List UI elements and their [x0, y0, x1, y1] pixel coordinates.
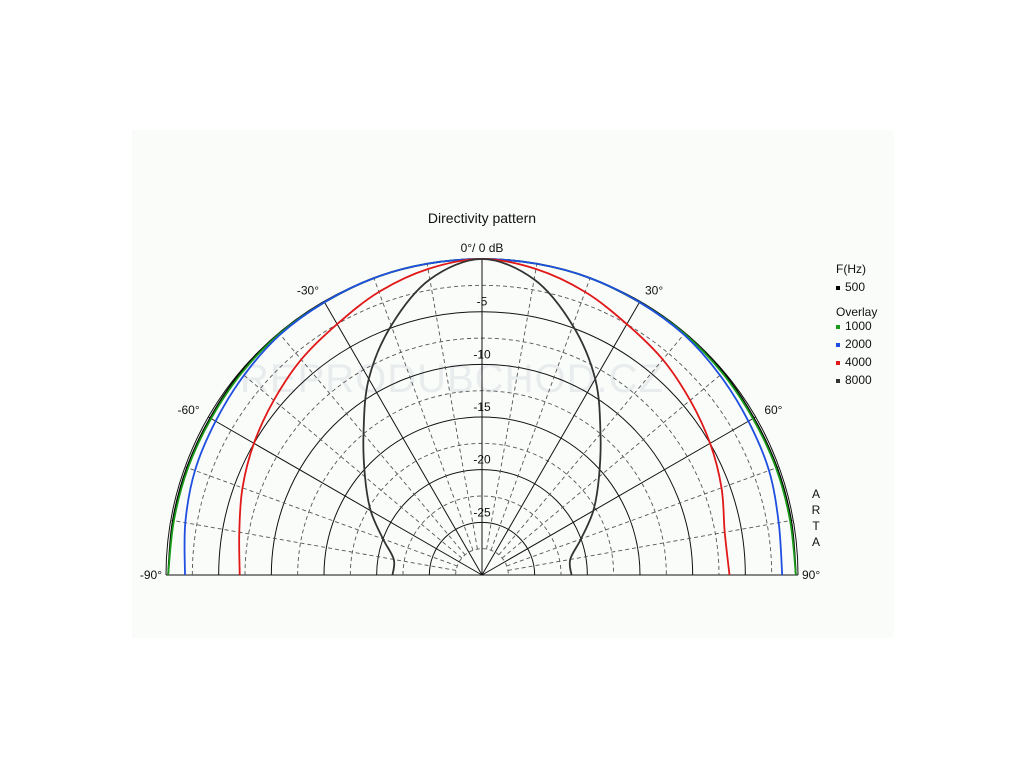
legend-item-500: 500	[845, 280, 865, 294]
side-letter-2: T	[812, 519, 820, 533]
legend-swatch-2000	[836, 343, 840, 347]
radial-tick-label: -15	[473, 400, 491, 414]
legend-header: F(Hz)	[836, 262, 866, 276]
radial-tick-label: -5	[477, 295, 488, 309]
chart-panel: REPRODUBCHOD.CZ -5 -10 -15 -20 -25 -90° -60° -3…	[132, 130, 894, 638]
angle-tick-label: 30°	[645, 284, 663, 298]
angle-tick-label: -90°	[140, 568, 162, 582]
side-label-arta: A R T A	[812, 487, 821, 549]
grid-spoke-dashed	[426, 263, 478, 550]
radial-tick-label: -10	[473, 347, 491, 361]
side-letter-0: A	[812, 487, 820, 501]
legend-overlay-items: 1000 2000 4000 8000	[836, 319, 872, 387]
side-letter-3: A	[812, 535, 820, 549]
grid-arc-dashed	[402, 495, 562, 576]
grid-spoke-dashed	[501, 371, 725, 559]
grid-spoke-dashed	[239, 371, 463, 559]
angle-tick-label: -30°	[297, 284, 319, 298]
grid-spoke-dashed	[498, 332, 686, 556]
grid-spoke	[481, 301, 641, 576]
side-letter-1: R	[812, 503, 821, 517]
grid-spoke-dashed	[278, 332, 466, 556]
grid-spoke-dashed	[170, 519, 457, 571]
radial-tick-label: -20	[473, 453, 491, 467]
legend-swatch-4000	[836, 361, 840, 365]
legend-item-4000: 4000	[845, 355, 872, 369]
grid-spoke	[323, 301, 483, 576]
grid-spoke-dashed	[486, 263, 538, 550]
legend-swatch-500	[836, 286, 840, 290]
grid-arc-dashed	[191, 285, 773, 576]
legend-item-8000: 8000	[845, 373, 872, 387]
series-curves	[167, 258, 797, 576]
legend-item-2000: 2000	[845, 337, 872, 351]
grid-spokes	[170, 259, 794, 576]
radial-tick-label: -25	[473, 505, 491, 519]
legend-item-1000: 1000	[845, 319, 872, 333]
legend-swatch-8000	[836, 379, 840, 383]
angle-tick-label: 60°	[764, 403, 782, 417]
axis-labels: -5 -10 -15 -20 -25 -90° -60° -30° 30° 60° 90°	[140, 284, 821, 582]
chart-title: Directivity pattern	[428, 210, 536, 226]
angle-tick-label: 90°	[802, 568, 820, 582]
grid-spoke-dashed	[507, 519, 794, 571]
series-curve-8000	[362, 258, 602, 576]
legend-swatch-1000	[836, 325, 840, 329]
legend: F(Hz) 500 Overlay 1000 2000 4000 8000	[836, 262, 877, 387]
grid-spoke-dashed	[184, 466, 458, 567]
legend-overlay-header: Overlay	[836, 305, 877, 319]
directivity-chart: REPRODUBCHOD.CZ -5 -10 -15 -20 -25 -90° -60° -3…	[140, 210, 878, 582]
angle-tick-label: -60°	[178, 403, 200, 417]
watermark: REPRODUBCHOD.CZ	[240, 357, 664, 401]
grid-spoke-dashed	[506, 466, 780, 567]
grid-spoke-dashed	[490, 277, 591, 551]
grid-arc-dashed	[455, 548, 509, 576]
grid-spoke-dashed	[373, 277, 474, 551]
reference-label: 0°/ 0 dB	[461, 241, 504, 255]
